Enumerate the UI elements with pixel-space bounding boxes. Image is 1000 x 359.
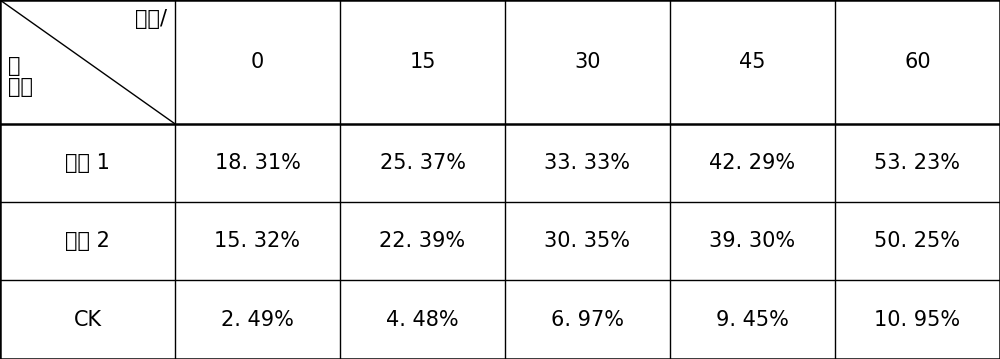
Text: 处理 1: 处理 1 (65, 153, 110, 173)
Text: 50. 25%: 50. 25% (874, 231, 960, 251)
Text: 42. 29%: 42. 29% (709, 153, 796, 173)
Text: 时间/: 时间/ (135, 9, 167, 29)
Text: 60: 60 (904, 52, 931, 72)
Text: 15. 32%: 15. 32% (214, 231, 300, 251)
Text: 45: 45 (739, 52, 766, 72)
Text: 18. 31%: 18. 31% (215, 153, 300, 173)
Text: 处理 2: 处理 2 (65, 231, 110, 251)
Text: 6. 97%: 6. 97% (551, 309, 624, 330)
Text: 0: 0 (251, 52, 264, 72)
Text: 39. 30%: 39. 30% (709, 231, 796, 251)
Text: 30. 35%: 30. 35% (544, 231, 631, 251)
Text: CK: CK (73, 309, 102, 330)
Text: 25. 37%: 25. 37% (380, 153, 466, 173)
Text: 53. 23%: 53. 23% (874, 153, 960, 173)
Text: 15: 15 (409, 52, 436, 72)
Text: 4. 48%: 4. 48% (386, 309, 459, 330)
Text: 9. 45%: 9. 45% (716, 309, 789, 330)
Text: 2. 49%: 2. 49% (221, 309, 294, 330)
Text: 天: 天 (8, 56, 20, 76)
Text: 22. 39%: 22. 39% (379, 231, 466, 251)
Text: 处理: 处理 (8, 77, 33, 97)
Text: 30: 30 (574, 52, 601, 72)
Text: 33. 33%: 33. 33% (544, 153, 631, 173)
Text: 10. 95%: 10. 95% (874, 309, 961, 330)
